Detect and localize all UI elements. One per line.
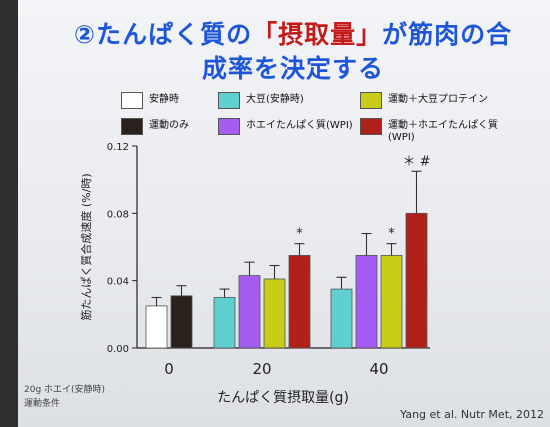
slide-title-line1: ②たんぱく質の「摂取量」が筋肉の合 [18,15,550,51]
legend-swatch [360,118,382,135]
bar [170,295,193,349]
legend-swatch [218,118,240,135]
significance-mark: * [296,227,303,242]
y-tick-label: 0.12 [107,142,129,153]
y-axis-title: 筋たんぱく質合成速度 (%/時) [79,173,93,320]
bar [238,275,261,349]
legend-swatch [121,118,143,135]
footnote-line1: 20g ホエイ(安静時) [24,385,106,395]
legend-swatch [218,92,240,109]
legend-swatch [360,92,382,109]
x-axis-title: たんぱく質摂取量(g) [217,390,349,406]
bar [288,255,311,349]
bar [213,297,236,349]
y-tick-label: 0.08 [107,209,129,220]
y-tick-label: 0.04 [107,277,129,288]
footnote-line2: 運動条件 [24,399,61,409]
title-number: ② [73,20,97,49]
legend-label: 運動＋大豆プロテイン [388,94,488,105]
slide-title-line2: 成率を決定する [201,54,384,83]
y-tick-label: 0.00 [107,344,129,355]
bar [355,255,378,349]
legend-label: 安静時 [149,94,179,105]
significance-mark: * [388,227,395,242]
bar [145,305,168,349]
legend-label: 運動＋ホエイたんぱく質(WPI) [388,120,498,143]
legend-swatch [121,92,143,109]
citation: Yang et al. Nutr Met, 2012 [400,408,544,421]
x-tick-label: 20 [252,360,271,378]
bar [330,288,353,349]
significance-mark: ＊ # [402,154,430,169]
title-highlight: 「摂取量」 [252,20,383,49]
bar [380,255,403,349]
legend-label: 運動のみ [149,120,189,131]
x-tick-label: 40 [369,360,388,378]
title-part2: が筋肉の合 [382,20,513,49]
legend-label: 大豆(安静時) [246,94,304,105]
legend-label: ホエイたんぱく質(WPI) [246,120,353,131]
title-part1: たんぱく質の [96,20,253,49]
bar [263,278,286,349]
x-tick-label: 0 [164,360,174,378]
bar [405,212,428,349]
